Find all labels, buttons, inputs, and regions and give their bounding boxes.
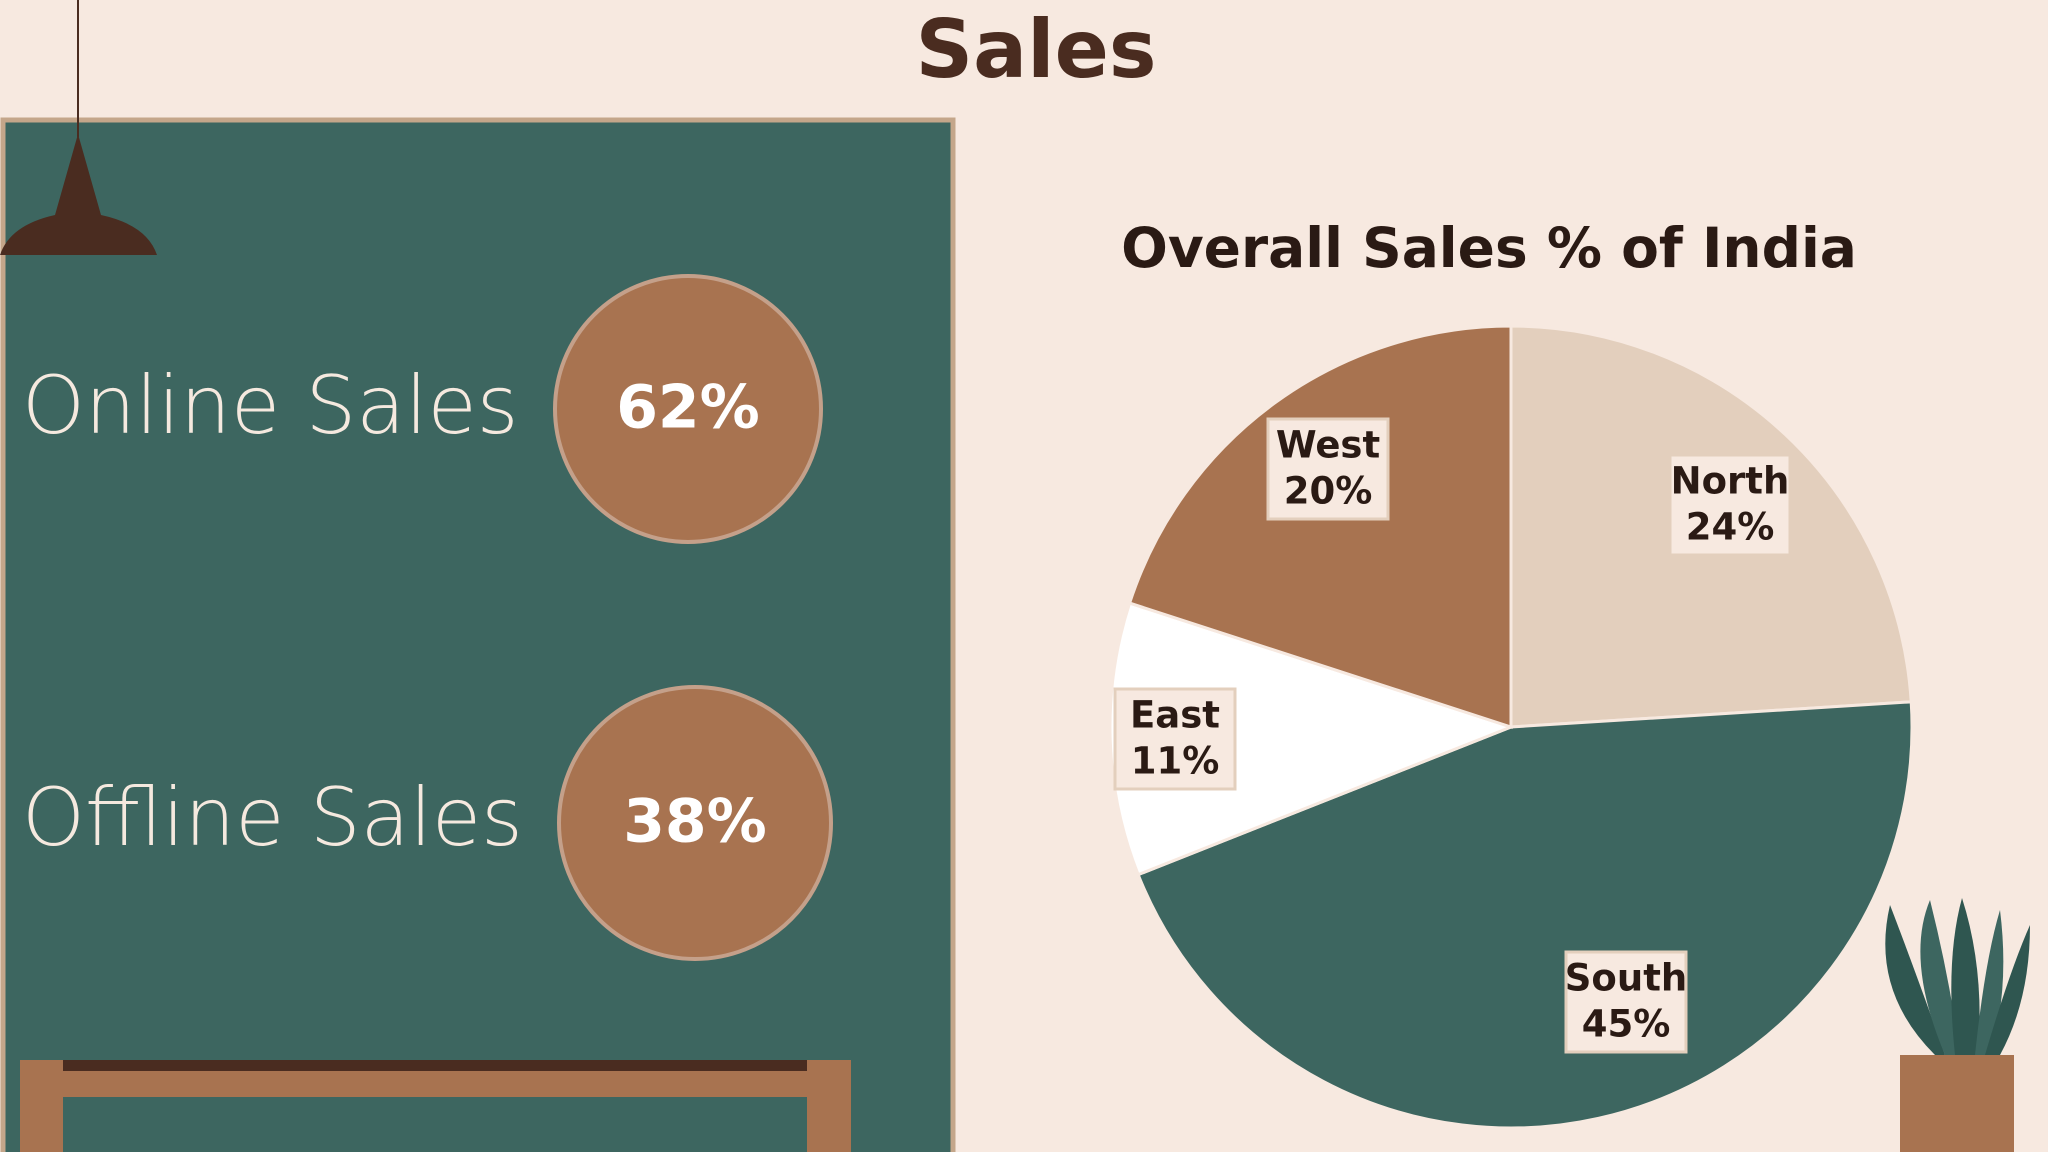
label-box <box>1564 950 1688 1054</box>
stat-value: 62% <box>616 373 760 443</box>
board <box>0 117 956 1152</box>
plant <box>1885 898 2030 1152</box>
pie-slice <box>1136 700 1914 1130</box>
stat-label: Online Sales <box>22 359 518 452</box>
stat-label: Offline Sales <box>22 771 523 864</box>
chart-title: Overall Sales % of India <box>1121 216 1857 280</box>
stat-circle <box>557 685 833 961</box>
label-box <box>1266 417 1390 521</box>
stat-circle <box>553 274 823 544</box>
slice-value: 20% <box>1284 470 1373 513</box>
label-box <box>1113 687 1237 791</box>
pie-slice <box>1127 324 1513 730</box>
stat-value: 38% <box>623 787 767 857</box>
label-box <box>1668 453 1792 557</box>
slide-title: Sales <box>916 3 1157 96</box>
slice-label: North <box>1671 460 1790 503</box>
slice-label: South <box>1565 957 1687 1000</box>
slice-value: 24% <box>1686 506 1775 549</box>
bench-edge <box>63 1060 807 1071</box>
slice-value: 11% <box>1131 740 1220 783</box>
slice-label: East <box>1130 694 1220 737</box>
bench-leg <box>807 1097 851 1152</box>
slice-value: 45% <box>1582 1003 1671 1046</box>
lamp <box>0 134 157 255</box>
slice-label: West <box>1276 424 1380 467</box>
bench-leg <box>20 1097 63 1152</box>
pie-slice <box>1108 601 1516 877</box>
